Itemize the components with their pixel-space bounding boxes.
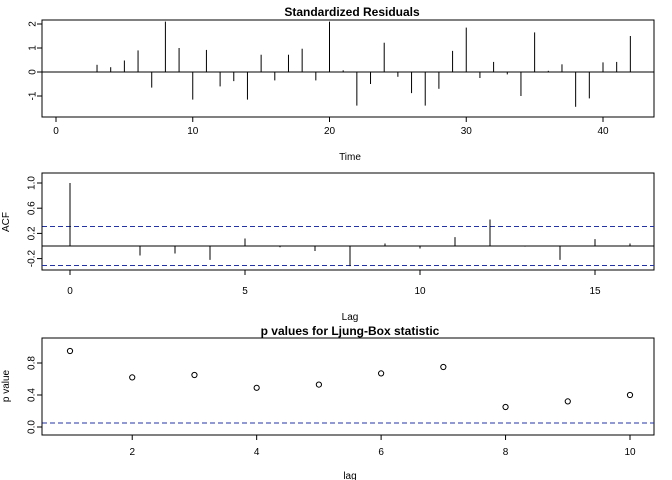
residuals-x-label: Time [339, 152, 361, 163]
acf-panel: 0 5 10 15 -0.2 0.2 0.6 1.0 Lag ACF [1, 172, 655, 323]
ljung-box-point [626, 391, 634, 399]
acf-y-label: ACF [1, 212, 12, 232]
acf-y-axis: -0.2 0.2 0.6 1.0 [27, 176, 43, 268]
acf-x-axis: 0 5 10 15 [67, 269, 601, 297]
ljung-box-point [440, 363, 447, 371]
residuals-x-tick-label: 30 [461, 126, 473, 137]
acf-y-tick-label: 0.2 [27, 226, 38, 240]
residuals-y-tick-label: 2 [28, 21, 39, 27]
ljung-box-x-tick-label: 4 [254, 447, 260, 458]
residuals-y-tick-label: 1 [28, 45, 39, 51]
acf-y-tick-label: 0.6 [27, 201, 38, 215]
ljung-box-point [253, 384, 260, 391]
ljung-box-point [378, 370, 385, 377]
residuals-title: Standardized Residuals [284, 5, 420, 19]
residuals-x-tick-label: 0 [53, 126, 59, 137]
ljung-box-y-tick-label: 0.4 [27, 388, 38, 402]
ljung-box-panel: p values for Ljung-Box statistic 2 4 6 8 10 … [1, 324, 655, 480]
ljung-box-point [191, 371, 198, 379]
ljung-box-plot-frame [41, 337, 655, 436]
ljung-box-point [315, 381, 322, 388]
ljung-box-point [129, 374, 136, 381]
acf-x-label: Lag [342, 312, 359, 323]
ljung-box-y-tick-label: 0.8 [27, 356, 38, 370]
ljung-box-x-axis: 2 4 6 8 10 [129, 434, 636, 458]
acf-marks [42, 183, 654, 267]
ljung-box-point [564, 398, 571, 405]
residuals-y-axis: -1 0 1 2 [28, 21, 43, 100]
acf-y-tick-label: -0.2 [27, 250, 38, 268]
residuals-x-axis: 0 10 20 30 40 [53, 116, 609, 137]
ljung-box-marks [42, 347, 654, 424]
ljung-box-x-tick-label: 8 [503, 447, 509, 458]
residuals-x-tick-label: 40 [597, 126, 609, 137]
acf-x-tick-label: 15 [589, 286, 601, 297]
acf-y-tick-label: 1.0 [27, 176, 38, 190]
ljung-box-x-label: lag [343, 471, 356, 480]
ljung-box-y-label: p value [1, 369, 12, 402]
ljung-box-point [502, 403, 509, 411]
residuals-panel: Standardized Residuals 0 10 20 30 40 -1 0 1 2 T… [28, 5, 655, 163]
ljung-box-x-tick-label: 6 [378, 447, 384, 458]
acf-x-tick-label: 10 [414, 286, 426, 297]
residuals-y-tick-label: 0 [28, 69, 39, 75]
residuals-x-tick-label: 10 [187, 126, 199, 137]
acf-plot-frame [41, 172, 655, 271]
ljung-box-x-tick-label: 2 [129, 447, 135, 458]
residuals-x-tick-label: 20 [324, 126, 336, 137]
ljung-box-x-tick-label: 10 [624, 447, 636, 458]
residuals-marks [42, 21, 654, 107]
ljung-box-y-axis: 0.0 0.4 0.8 [27, 356, 43, 434]
ljung-box-y-tick-label: 0.0 [27, 420, 38, 434]
acf-x-tick-label: 0 [67, 286, 73, 297]
acf-x-tick-label: 5 [242, 286, 248, 297]
ljung-box-point [66, 347, 74, 355]
ljung-box-title: p values for Ljung-Box statistic [261, 324, 440, 338]
residuals-y-tick-label: -1 [28, 91, 39, 100]
